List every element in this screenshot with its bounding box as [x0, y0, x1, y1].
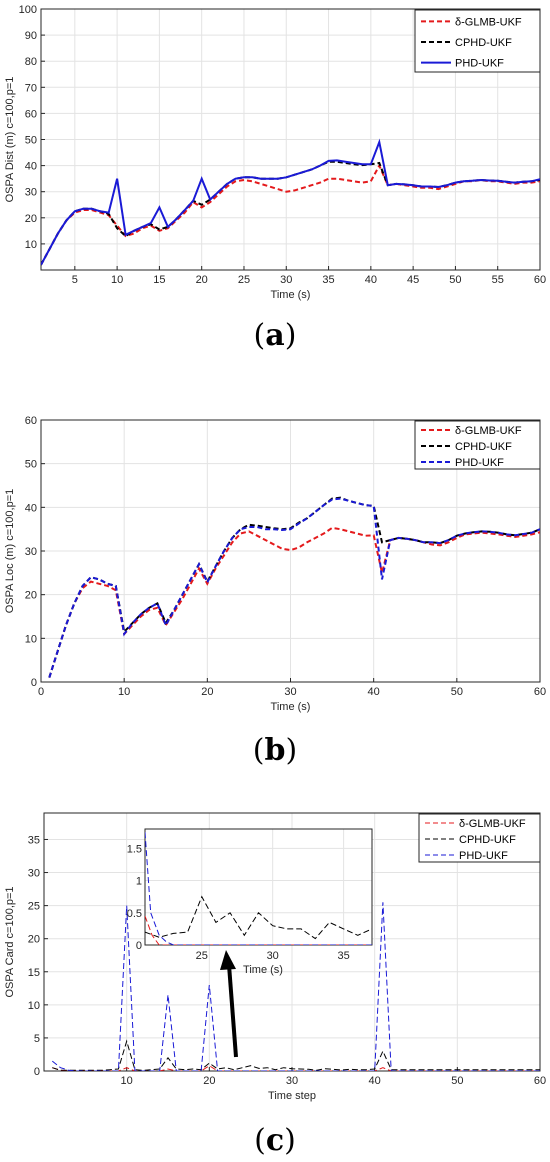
- y-tick-label: 60: [25, 108, 37, 120]
- y-tick-label: 50: [25, 135, 37, 147]
- x-tick-label: 20: [196, 274, 208, 286]
- y-tick-label: 25: [28, 901, 40, 913]
- y-tick-label: 40: [25, 161, 37, 173]
- x-tick-label: 5: [72, 274, 78, 286]
- inset-x-axis-label: Time (s): [243, 964, 283, 976]
- y-tick-label: 20: [28, 934, 40, 946]
- x-tick-label: 50: [451, 686, 463, 698]
- x-tick-label: 45: [407, 274, 419, 286]
- inset-y-tick-label: 0.5: [127, 908, 142, 920]
- x-tick-label: 60: [534, 686, 546, 698]
- y-tick-label: 60: [25, 415, 37, 427]
- x-tick-label: 20: [201, 686, 213, 698]
- x-tick-label: 10: [121, 1075, 133, 1087]
- y-tick-label: 10: [25, 633, 37, 645]
- series-line-1: [48, 526, 540, 678]
- legend-label: PHD-UKF: [459, 850, 508, 862]
- x-axis-label: Time (s): [271, 701, 311, 713]
- legend: δ-GLMB-UKF CPHD-UKF PHD-UKF: [414, 420, 541, 470]
- legend-box: [414, 420, 541, 470]
- y-tick-label: 80: [25, 56, 37, 68]
- legend-label: δ-GLMB-UKF: [455, 16, 522, 28]
- legend-label: δ-GLMB-UKF: [455, 425, 522, 437]
- legend-label: PHD-UKF: [455, 58, 504, 70]
- y-tick-label: 40: [25, 502, 37, 514]
- inset-y-tick-label: 0: [136, 940, 142, 952]
- inset-chart: 25 30 35 0 0.5 1 1.5 Time (s): [127, 828, 373, 976]
- chart-1: 5 10 15 20 25 30 35 40 45 50 55 60 10 20 30 40 50 60 70 80 9…: [4, 4, 546, 353]
- x-tick-label: 25: [238, 274, 250, 286]
- inset-series-line-2: [145, 895, 372, 940]
- y-axis-label: OSPA Card c=100,p=1: [4, 886, 16, 997]
- inset-frame: [144, 828, 373, 946]
- x-tick-label: 0: [38, 686, 44, 698]
- x-tick-label: 10: [111, 274, 123, 286]
- x-tick-label: 30: [284, 686, 296, 698]
- series-line-2: [41, 160, 540, 266]
- y-tick-label: 20: [25, 590, 37, 602]
- x-tick-label: 30: [280, 274, 292, 286]
- y-tick-label: 20: [25, 213, 37, 225]
- y-tick-label: 50: [25, 459, 37, 471]
- x-tick-label: 10: [118, 686, 130, 698]
- inset-y-tick-label: 1.5: [127, 843, 142, 855]
- inset-x-tick-label: 30: [267, 950, 279, 962]
- series-line-2: [48, 496, 540, 678]
- x-tick-label: 40: [368, 686, 380, 698]
- y-tick-label: 70: [25, 82, 37, 94]
- legend: δ-GLMB-UKF CPHD-UKF PHD-UKF: [418, 813, 541, 863]
- x-tick-label: 55: [492, 274, 504, 286]
- y-tick-label: 0: [31, 677, 37, 689]
- y-tick-label: 35: [28, 834, 40, 846]
- series-line-2: [52, 1039, 540, 1071]
- legend: δ-GLMB-UKF CPHD-UKF PHD-UKF: [414, 9, 541, 73]
- callout-arrow: [220, 950, 238, 1058]
- figure-caption: (a): [254, 318, 297, 353]
- series-line-3: [41, 138, 540, 266]
- x-axis-label: Time (s): [271, 289, 311, 301]
- y-tick-label: 100: [19, 4, 37, 16]
- series-line-3: [48, 497, 540, 678]
- legend-label: PHD-UKF: [455, 457, 504, 469]
- series-line-1: [52, 1065, 540, 1071]
- x-tick-label: 15: [153, 274, 165, 286]
- figure-caption: (b): [253, 733, 297, 768]
- x-tick-label: 40: [365, 274, 377, 286]
- y-axis-label: OSPA Dist (m) c=100,p=1: [4, 77, 16, 203]
- legend-label: CPHD-UKF: [459, 834, 516, 846]
- x-tick-label: 50: [451, 1075, 463, 1087]
- y-tick-label: 30: [28, 868, 40, 880]
- arrow-head: [220, 950, 236, 970]
- legend-box: [418, 813, 541, 863]
- x-tick-label: 40: [369, 1075, 381, 1087]
- y-tick-label: 10: [25, 239, 37, 251]
- y-tick-label: 30: [25, 546, 37, 558]
- legend-label: CPHD-UKF: [455, 441, 512, 453]
- series-line-3: [51, 902, 540, 1071]
- x-tick-label: 60: [534, 274, 546, 286]
- y-tick-label: 30: [25, 187, 37, 199]
- x-axis-label: Time step: [268, 1090, 316, 1102]
- y-tick-label: 5: [34, 1033, 40, 1045]
- x-tick-label: 60: [534, 1075, 546, 1087]
- inset-x-tick-label: 35: [338, 950, 350, 962]
- y-tick-label: 90: [25, 30, 37, 42]
- chart-2: 0 10 20 30 40 50 60 0 10 20 30 40 50 60 Time (s) OSPA L…: [4, 415, 546, 768]
- figure-caption: (c): [254, 1123, 296, 1158]
- y-tick-label: 15: [28, 967, 40, 979]
- y-tick-label: 0: [34, 1066, 40, 1078]
- x-tick-label: 20: [203, 1075, 215, 1087]
- legend-label: CPHD-UKF: [455, 37, 512, 49]
- inset-x-tick-label: 25: [196, 950, 208, 962]
- x-tick-label: 50: [449, 274, 461, 286]
- arrow-shaft: [227, 964, 238, 1058]
- y-tick-label: 10: [28, 1000, 40, 1012]
- inset-y-tick-label: 1: [136, 876, 142, 888]
- y-axis-label: OSPA Loc (m) c=100,p=1: [4, 489, 16, 614]
- x-tick-label: 35: [322, 274, 334, 286]
- x-tick-label: 30: [286, 1075, 298, 1087]
- legend-label: δ-GLMB-UKF: [459, 818, 526, 830]
